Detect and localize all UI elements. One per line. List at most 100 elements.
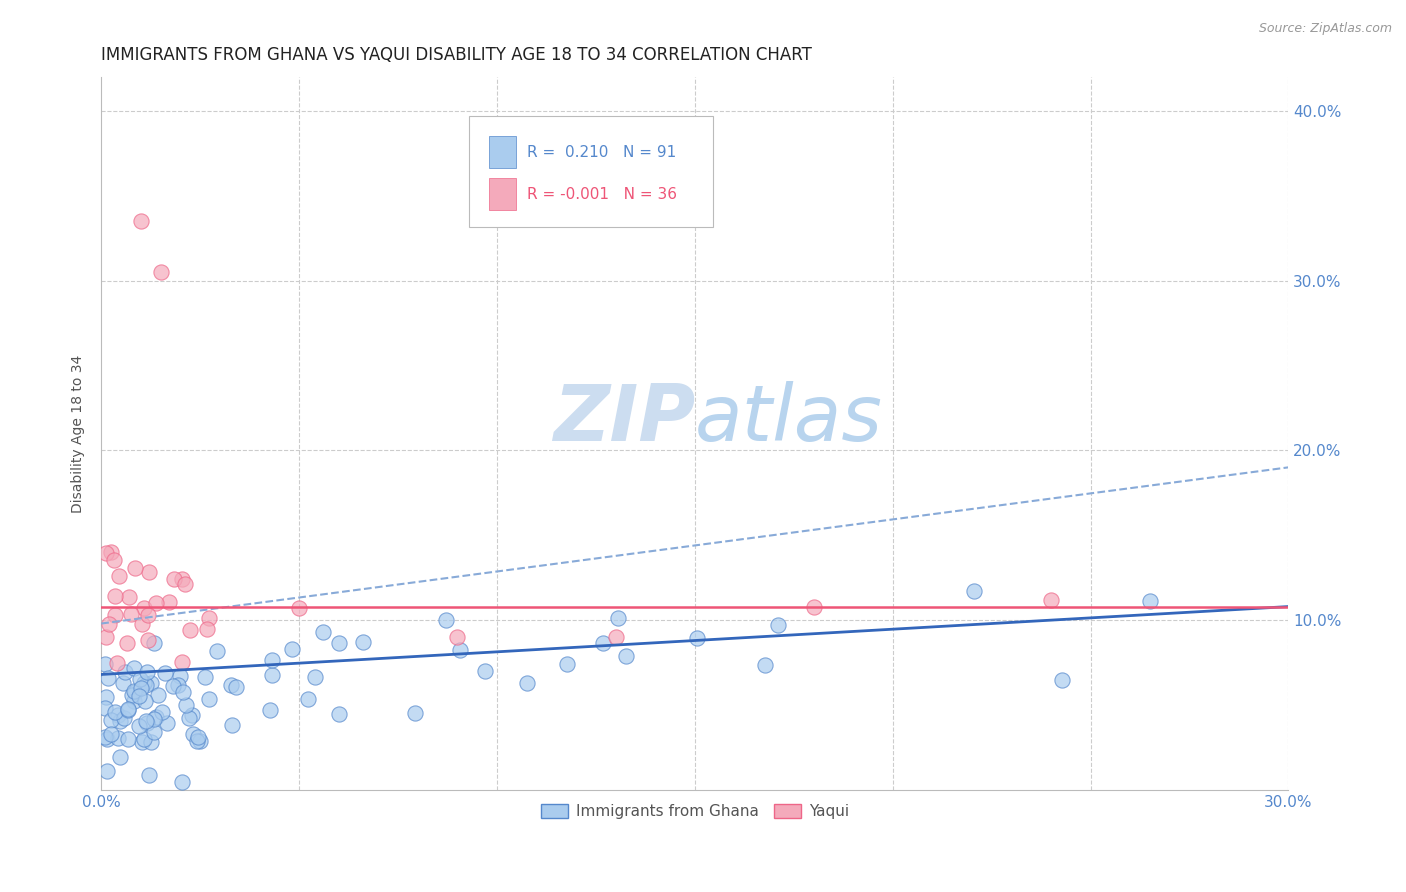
Point (124, 561, 146, 575)
Point (686, 632, 709, 646)
Point (112, 711, 135, 725)
Point (328, 706, 350, 721)
Point (179, 711, 201, 725)
Point (117, 703, 139, 717)
Point (172, 656, 194, 670)
FancyBboxPatch shape (470, 116, 713, 227)
Point (352, 635, 374, 649)
Point (135, 665, 157, 679)
Point (259, 703, 281, 717)
Point (170, 572, 193, 586)
Point (288, 601, 311, 615)
Point (117, 702, 139, 716)
Point (162, 679, 184, 693)
Point (516, 675, 538, 690)
Point (172, 775, 194, 789)
Point (96, 732, 118, 747)
Point (138, 768, 160, 782)
Point (260, 653, 283, 667)
Text: IMMIGRANTS FROM GHANA VS YAQUI DISABILITY AGE 18 TO 34 CORRELATION CHART: IMMIGRANTS FROM GHANA VS YAQUI DISABILIT… (101, 46, 813, 64)
Point (97, 671, 120, 685)
Point (104, 608, 127, 623)
Point (122, 660, 145, 674)
Point (205, 644, 228, 658)
Point (606, 611, 628, 625)
Point (118, 591, 141, 605)
Point (107, 708, 129, 723)
Point (97, 616, 120, 631)
Point (449, 643, 471, 657)
Point (219, 678, 242, 692)
Point (94, 630, 117, 644)
Point (766, 618, 789, 632)
Point (149, 265, 172, 279)
Point (124, 685, 146, 699)
Point (134, 694, 156, 708)
Point (172, 685, 194, 699)
Point (139, 735, 162, 749)
Point (128, 689, 150, 703)
Point (129, 214, 152, 228)
Point (179, 623, 201, 637)
Point (198, 692, 221, 706)
Point (197, 611, 219, 625)
Point (121, 688, 143, 702)
Bar (489, 136, 516, 169)
Point (135, 678, 157, 692)
Point (142, 724, 165, 739)
Point (129, 681, 152, 695)
Point (195, 622, 218, 636)
Point (174, 698, 197, 712)
Point (225, 681, 247, 695)
Point (96, 546, 118, 560)
Point (1040, 592, 1063, 607)
Point (145, 710, 167, 724)
Point (145, 596, 167, 610)
Point (163, 572, 186, 586)
Point (100, 544, 122, 558)
Point (155, 716, 177, 731)
Point (434, 613, 457, 627)
Point (614, 649, 637, 664)
Point (188, 734, 211, 748)
Point (136, 607, 159, 622)
Point (404, 706, 426, 720)
Point (104, 705, 127, 719)
Point (112, 676, 135, 690)
Point (108, 714, 131, 728)
Point (132, 676, 155, 690)
Point (281, 641, 304, 656)
Point (107, 731, 129, 745)
Text: R =  0.210   N = 91: R = 0.210 N = 91 (527, 145, 676, 160)
Point (221, 718, 243, 732)
Point (754, 657, 776, 672)
Text: R = -0.001   N = 36: R = -0.001 N = 36 (527, 186, 678, 202)
Bar (489, 178, 516, 211)
Point (128, 719, 150, 733)
Point (186, 733, 208, 747)
Point (100, 727, 122, 741)
Point (131, 735, 153, 749)
Point (153, 665, 176, 680)
Point (110, 749, 132, 764)
Point (129, 673, 152, 687)
Point (1052, 673, 1074, 687)
Point (180, 708, 202, 723)
Point (115, 636, 138, 650)
Point (94, 657, 117, 671)
Point (446, 630, 468, 644)
Point (103, 553, 125, 567)
Point (107, 656, 129, 670)
Point (94, 731, 117, 745)
Y-axis label: Disability Age 18 to 34: Disability Age 18 to 34 (72, 354, 86, 513)
Point (262, 668, 284, 682)
Point (194, 670, 217, 684)
Point (169, 668, 191, 682)
Point (134, 714, 156, 728)
Point (605, 630, 627, 644)
Point (187, 730, 209, 744)
Point (139, 675, 162, 690)
Point (312, 625, 335, 640)
Point (803, 599, 825, 614)
Point (1139, 594, 1161, 608)
